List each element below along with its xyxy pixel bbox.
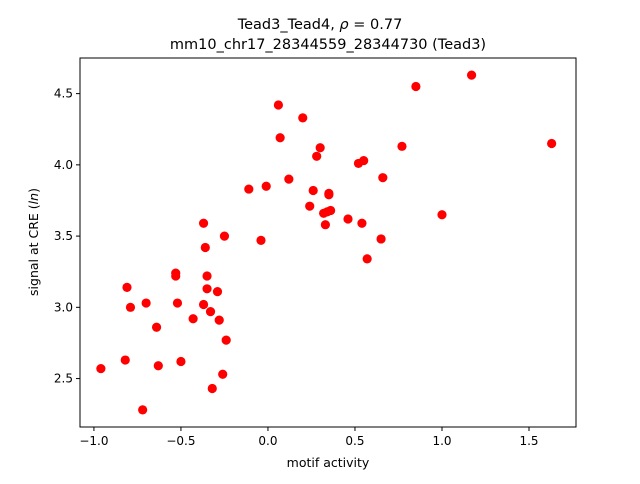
data-point (141, 298, 151, 308)
data-point (357, 218, 367, 228)
data-point (305, 201, 315, 211)
y-axis-label-suffix: ) (26, 188, 41, 193)
title-rho-symbol: ρ (339, 17, 349, 33)
y-tick-label: 2.5 (54, 372, 73, 386)
data-point (312, 151, 322, 161)
data-point (218, 369, 228, 379)
data-point (437, 210, 447, 220)
data-point (200, 242, 210, 253)
y-tick-label: 4.0 (54, 158, 73, 172)
data-point (273, 100, 283, 110)
data-point (176, 356, 186, 367)
data-point (397, 141, 407, 151)
chart-title-line2: mm10_chr17_28344559_28344730 (Tead3) (170, 37, 486, 53)
data-point (153, 361, 163, 371)
data-point (547, 138, 557, 149)
title-rho-value: = 0.77 (349, 17, 403, 33)
data-point (198, 218, 209, 228)
data-point (275, 133, 285, 143)
data-point (324, 190, 334, 200)
y-tick-label: 3.0 (54, 300, 73, 314)
data-points (96, 70, 557, 415)
data-point (343, 214, 353, 224)
data-point (138, 405, 148, 415)
x-tick-label: 1.0 (432, 434, 451, 448)
data-point (205, 306, 216, 317)
data-point (207, 383, 217, 394)
axis-ticks: −1.0 −0.5 0.0 0.5 1.0 1.5 2.5 3.0 3.5 4.0 4.5 (54, 87, 539, 448)
data-point (171, 268, 181, 278)
data-point (151, 322, 162, 332)
data-point (214, 315, 224, 325)
data-point (376, 234, 386, 244)
data-point (378, 173, 388, 183)
y-axis-label-prefix: signal at CRE ( (26, 204, 41, 296)
x-tick-label: 1.5 (519, 434, 538, 448)
data-point (219, 231, 230, 241)
data-point (188, 314, 198, 324)
data-point (96, 363, 106, 374)
plot-area-frame (79, 57, 577, 428)
data-point (261, 181, 271, 191)
data-point (320, 220, 330, 230)
data-point (362, 254, 372, 264)
data-point (212, 287, 223, 297)
data-point (466, 70, 477, 80)
x-axis-label: motif activity (287, 455, 370, 470)
data-point (198, 299, 209, 310)
data-point (202, 284, 212, 294)
x-tick-label: −0.5 (166, 434, 195, 448)
data-point (202, 271, 212, 281)
y-tick-label: 3.5 (54, 229, 73, 243)
title-prefix: Tead3_Tead4, (237, 17, 340, 33)
data-point (221, 335, 231, 345)
y-axis-label: signal at CRE (ln) (26, 188, 41, 296)
x-tick-label: 0.0 (258, 434, 277, 448)
data-point (359, 155, 369, 166)
x-tick-label: 0.5 (345, 434, 364, 448)
chart-title-line1: Tead3_Tead4, ρ = 0.77 (237, 17, 403, 33)
data-point (244, 184, 254, 194)
data-point (256, 235, 266, 245)
data-point (125, 302, 136, 312)
y-tick-label: 4.5 (54, 87, 73, 101)
y-axis-label-unit: ln (26, 193, 41, 204)
data-point (122, 282, 132, 292)
data-point (308, 185, 318, 196)
data-point (315, 143, 325, 153)
data-point (411, 81, 421, 92)
data-point (298, 113, 308, 123)
data-point (172, 298, 183, 308)
data-point (326, 205, 336, 216)
data-point (120, 355, 130, 365)
x-tick-label: −1.0 (79, 434, 108, 448)
data-point (284, 174, 294, 184)
